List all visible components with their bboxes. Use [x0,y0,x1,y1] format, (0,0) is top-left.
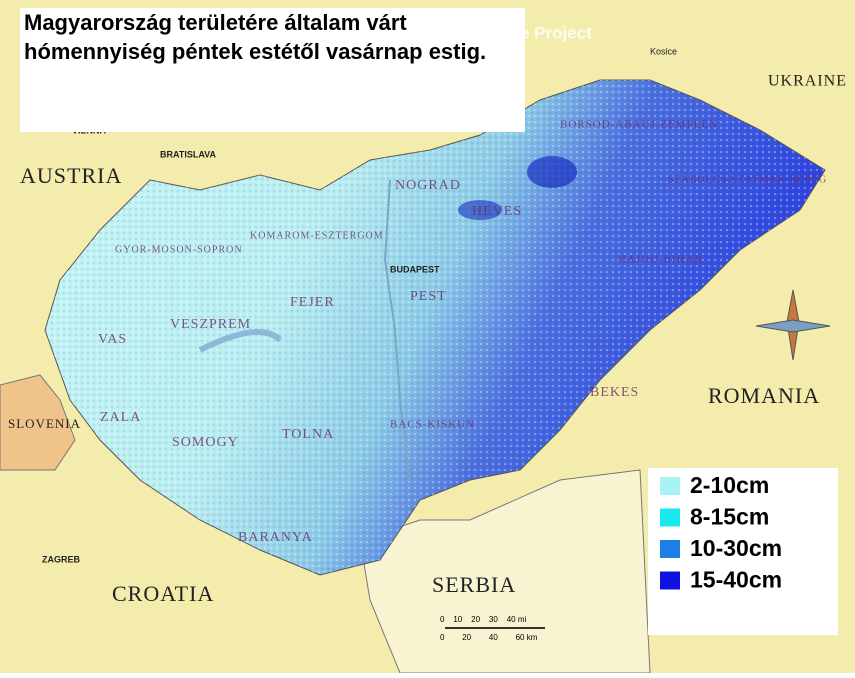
country-label: UKRAINE [768,73,847,90]
scale-label: 0 10 20 30 40 mi [440,615,526,624]
county-label: SZABOLCS-SZATMAR-BEREG [668,174,827,185]
slovenia-area [0,374,76,471]
county-label: BARANYA [238,530,313,545]
country-label: SERBIA [432,572,516,597]
snow-patch [527,156,577,188]
county-label: BEKES [590,385,639,400]
county-label: PEST [410,289,447,304]
title-box [20,8,525,132]
city-label: BUDAPEST [390,264,440,274]
danube [383,179,411,481]
lake-balaton [198,329,283,353]
watermark: e Project [520,23,592,42]
county-label: BACS-KISKUN [390,419,475,431]
legend: 2-10cm 8-15cm 10-30cm 15-40cm [660,472,782,593]
legend-swatch [660,477,680,495]
county-label: FEJER [290,295,335,310]
scale-bar: 0 10 20 30 40 mi 0 20 40 60 km [440,615,545,642]
county-label: VESZPREM [170,317,251,332]
county-label: ZALA [100,410,141,425]
county-label: HEVES [472,204,522,219]
country-label: AUSTRIA [20,163,122,188]
county-label: BORSOD-ABAUJ-ZEMPLEN [560,119,718,131]
serbia-area [359,469,651,674]
hungary-texture [45,80,825,575]
country-label: ROMANIA [708,383,820,408]
legend-label: 10-30cm [690,535,782,561]
city-label: BRATISLAVA [160,149,216,159]
county-label: TOLNA [282,427,334,442]
legend-swatch [660,508,680,527]
compass [755,289,831,361]
title: Magyarország területére általam várt hóm… [24,10,487,64]
legend-swatch [660,571,680,590]
county-label: GYOR-MOSON-SOPRON [115,244,243,255]
snow-patch [458,200,502,220]
legend-label: 2-10cm [690,472,769,498]
city-label: Kosice [650,46,677,56]
county-label: KOMAROM-ESZTERGOM [250,230,384,241]
city-label: ZAGREB [42,554,81,564]
title-container: Magyarország területére általam várt hóm… [24,10,487,64]
county-label: HAJDU-BIHAR [618,254,703,266]
scale-label: 0 20 40 60 km [440,633,538,642]
legend-label: 15-40cm [690,567,782,593]
country-label: SLOVENIA [8,416,81,431]
legend-swatch [660,540,680,558]
county-label: NOGRAD [395,178,461,193]
country-label: CROATIA [112,581,214,606]
county-label: SOMOGY [172,435,239,450]
county-label: VAS [98,332,127,347]
legend-label: 8-15cm [690,504,769,530]
